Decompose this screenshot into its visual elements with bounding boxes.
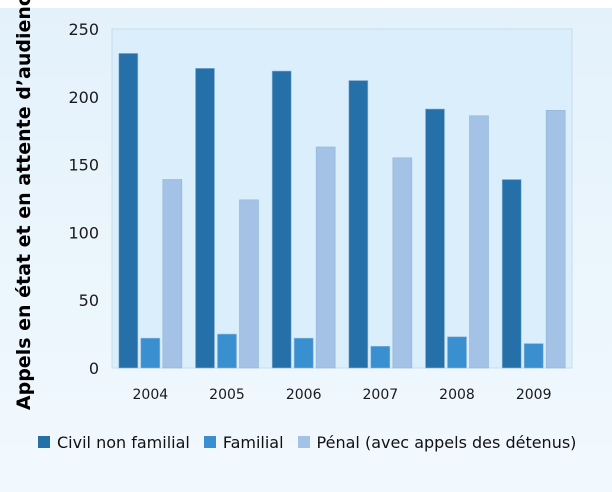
bars-layer: [118, 53, 566, 369]
bar-2007-series-2: [370, 346, 391, 369]
legend-swatch: [203, 436, 216, 448]
bar-2009-series-1: [501, 179, 522, 369]
bar-2009-series-3: [545, 110, 566, 369]
y-tick-label: 250: [68, 20, 99, 39]
bar-2007-series-1: [348, 80, 369, 369]
x-tick-label: 2006: [286, 387, 322, 403]
bar-2008-series-1: [425, 108, 445, 369]
title-area: [0, 0, 612, 8]
bar-2005-series-2: [217, 333, 237, 369]
y-axis-label: Appels en état et en attente d’audience: [13, 0, 35, 410]
x-axis-ticks: 2004 2005 2006 2007 2008 2009: [133, 387, 552, 403]
bar-2008-series-3: [469, 115, 489, 369]
x-tick-label: 2004: [133, 387, 169, 403]
legend-label: Familial: [222, 432, 284, 452]
bar-2009-series-2: [523, 343, 544, 369]
bar-2005-series-1: [195, 68, 215, 369]
y-tick-label: 100: [68, 223, 99, 242]
legend-item-3: Pénal (avec appels des détenus): [297, 432, 577, 452]
plot-area: [111, 28, 573, 369]
x-tick-label: 2008: [439, 387, 475, 403]
x-tick-label: 2009: [516, 387, 552, 403]
legend-item-2: Familial: [203, 432, 284, 452]
bar-2006-series-3: [315, 146, 336, 369]
bar-2005-series-3: [239, 199, 259, 369]
bar-2008-series-2: [447, 336, 467, 369]
legend-label: Civil non familial: [57, 432, 190, 452]
x-tick-label: 2007: [363, 387, 399, 403]
y-tick-label: 0: [89, 359, 99, 378]
bar-2004-series-2: [140, 337, 161, 369]
bar-2004-series-1: [118, 53, 139, 369]
bar-2007-series-3: [392, 157, 413, 369]
legend-swatch: [38, 436, 50, 448]
y-tick-label: 200: [68, 88, 99, 107]
bar-2006-series-2: [293, 337, 314, 369]
y-tick-label: 150: [68, 156, 99, 175]
bar-2004-series-3: [162, 179, 183, 369]
legend-item-1: Civil non familial: [38, 433, 190, 452]
y-tick-label: 50: [79, 291, 99, 310]
bar-2006-series-1: [271, 70, 292, 369]
x-tick-label: 2005: [209, 387, 245, 403]
y-axis-ticks: 0 50 100 150 200 250: [68, 20, 99, 378]
legend: Civil non familial Familial Pénal (avec ap…: [38, 430, 576, 454]
legend-label: Pénal (avec appels des détenus): [316, 432, 577, 452]
legend-swatch: [297, 436, 310, 448]
